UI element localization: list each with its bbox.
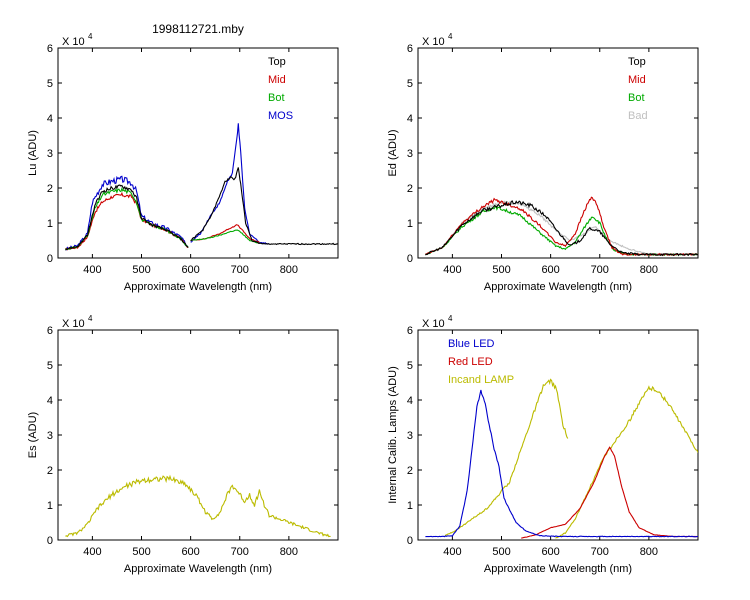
es-axis-multiplier-exp: 4 bbox=[88, 314, 93, 323]
lu-xtick-label: 400 bbox=[83, 264, 101, 276]
es-ytick-label: 6 bbox=[47, 325, 53, 337]
ed-axis-multiplier: X 10 bbox=[422, 36, 445, 48]
lu-ytick-label: 3 bbox=[47, 148, 53, 160]
lu-plot-frame bbox=[57, 47, 339, 259]
lamps-xtick-label: 800 bbox=[640, 546, 658, 558]
lu-series-mos-red bbox=[190, 123, 270, 245]
lamps-ytick-label: 3 bbox=[407, 430, 413, 442]
lu-ytick-label: 6 bbox=[47, 43, 53, 55]
ed-ytick-label: 6 bbox=[407, 43, 413, 55]
es-xtick-label: 700 bbox=[231, 546, 249, 558]
lamps-axis-multiplier-exp: 4 bbox=[448, 314, 453, 323]
ed-xtick-label: 500 bbox=[492, 264, 510, 276]
lamps-ytick-label: 5 bbox=[407, 360, 413, 372]
lamps-xtick-label: 400 bbox=[443, 546, 461, 558]
lu-x-axis-label: Approximate Wavelength (nm) bbox=[124, 281, 272, 293]
lamps-series-blue-led bbox=[425, 389, 698, 538]
ed-series-mid bbox=[425, 196, 698, 257]
lu-ytick-label: 1 bbox=[47, 218, 53, 230]
lamps-ytick-label: 0 bbox=[407, 535, 413, 547]
ed-ytick-label: 4 bbox=[407, 113, 413, 125]
lamps-ytick-label: 2 bbox=[407, 465, 413, 477]
lu-y-axis-label: Lu (ADU) bbox=[27, 130, 39, 176]
lamps-legend-incand-lamp: Incand LAMP bbox=[448, 374, 514, 386]
ed-series-bot bbox=[425, 205, 698, 257]
lu-xtick-label: 700 bbox=[231, 264, 249, 276]
lamps-ytick-label: 4 bbox=[407, 395, 413, 407]
es-series-es bbox=[65, 474, 331, 538]
figure-title: 1998112721.mby bbox=[152, 22, 244, 36]
es-ytick-label: 5 bbox=[47, 360, 53, 372]
ed-legend-mid: Mid bbox=[628, 74, 646, 86]
ed-legend-bad: Bad bbox=[628, 110, 648, 122]
ed-xtick-label: 400 bbox=[443, 264, 461, 276]
lu-series-bot-red bbox=[190, 229, 260, 244]
lamps-xtick-label: 600 bbox=[541, 546, 559, 558]
ed-legend-bot: Bot bbox=[628, 92, 645, 104]
lu-ytick-label: 5 bbox=[47, 78, 53, 90]
ed-ytick-label: 1 bbox=[407, 218, 413, 230]
es-xtick-label: 600 bbox=[181, 546, 199, 558]
ed-axis-multiplier-exp: 4 bbox=[448, 32, 453, 41]
lamps-series-incand-lamp-red- bbox=[555, 385, 698, 539]
lu-axis-multiplier: X 10 bbox=[62, 36, 85, 48]
lu-series-mid bbox=[65, 191, 189, 251]
ed-x-axis-label: Approximate Wavelength (nm) bbox=[484, 281, 632, 293]
ed-xtick-label: 600 bbox=[541, 264, 559, 276]
lamps-series-incand-lamp bbox=[444, 378, 569, 537]
lamps-xtick-label: 500 bbox=[492, 546, 510, 558]
lamps-x-axis-label: Approximate Wavelength (nm) bbox=[484, 563, 632, 575]
lamps-ytick-label: 6 bbox=[407, 325, 413, 337]
ed-legend-top: Top bbox=[628, 56, 646, 68]
lu-xtick-label: 800 bbox=[280, 264, 298, 276]
lu-ytick-label: 4 bbox=[47, 113, 53, 125]
lu-series-bot bbox=[65, 186, 189, 251]
es-axis-multiplier: X 10 bbox=[62, 318, 85, 330]
lu-xtick-label: 600 bbox=[181, 264, 199, 276]
ed-series-bad bbox=[424, 200, 698, 256]
es-ytick-label: 0 bbox=[47, 535, 53, 547]
lu-ytick-label: 2 bbox=[47, 183, 53, 195]
es-x-axis-label: Approximate Wavelength (nm) bbox=[124, 563, 272, 575]
lu-ytick-label: 0 bbox=[47, 253, 53, 265]
ed-xtick-label: 700 bbox=[591, 264, 609, 276]
es-xtick-label: 500 bbox=[132, 546, 150, 558]
lu-axis-multiplier-exp: 4 bbox=[88, 32, 93, 41]
lamps-series-red-led bbox=[521, 446, 698, 539]
es-ytick-label: 4 bbox=[47, 395, 53, 407]
ed-ytick-label: 3 bbox=[407, 148, 413, 160]
lu-series-top-red bbox=[190, 167, 338, 246]
es-xtick-label: 800 bbox=[280, 546, 298, 558]
es-ytick-label: 1 bbox=[47, 500, 53, 512]
lu-xtick-label: 500 bbox=[132, 264, 150, 276]
lamps-legend-blue-led: Blue LED bbox=[448, 338, 495, 350]
lamps-xtick-label: 700 bbox=[591, 546, 609, 558]
ed-ytick-label: 0 bbox=[407, 253, 413, 265]
es-ytick-label: 3 bbox=[47, 430, 53, 442]
es-xtick-label: 400 bbox=[83, 546, 101, 558]
ed-ytick-label: 2 bbox=[407, 183, 413, 195]
lamps-axis-multiplier: X 10 bbox=[422, 318, 445, 330]
lamps-y-axis-label: Internal Calib. Lamps (ADU) bbox=[387, 366, 399, 504]
lamps-ytick-label: 1 bbox=[407, 500, 413, 512]
ed-ytick-label: 5 bbox=[407, 78, 413, 90]
ed-series-top bbox=[425, 200, 698, 257]
ed-y-axis-label: Ed (ADU) bbox=[387, 129, 399, 176]
ed-xtick-label: 800 bbox=[640, 264, 658, 276]
lu-legend-mos: MOS bbox=[268, 110, 293, 122]
lu-legend-bot: Bot bbox=[268, 92, 285, 104]
es-ytick-label: 2 bbox=[47, 465, 53, 477]
lu-series-top bbox=[65, 184, 189, 251]
lu-legend-top: Top bbox=[268, 56, 286, 68]
es-y-axis-label: Es (ADU) bbox=[27, 412, 39, 458]
es-plot-frame bbox=[57, 329, 339, 541]
lamps-legend-red-led: Red LED bbox=[448, 356, 493, 368]
lu-legend-mid: Mid bbox=[268, 74, 286, 86]
